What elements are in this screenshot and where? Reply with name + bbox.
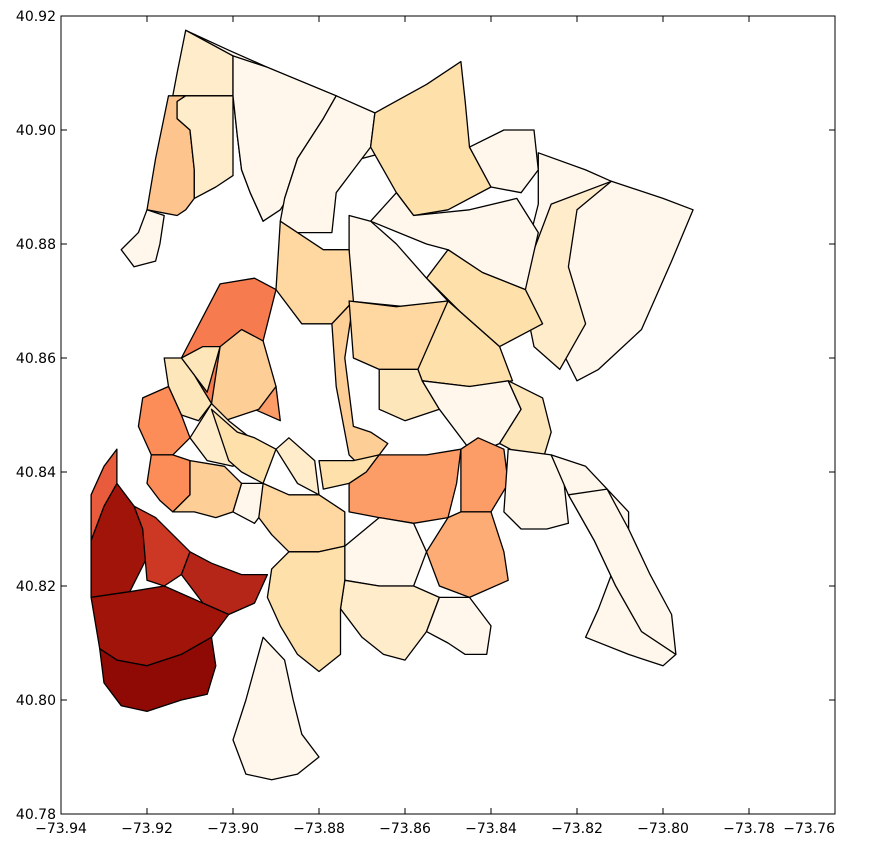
axes-frame [60,15,836,815]
x-tick-label: −73.88 [293,821,345,837]
y-tick-label: 40.80 [16,693,56,709]
map-region [567,488,677,656]
map-region [339,579,441,661]
axis-ticks: −73.94 −73.92 −73.90 −73.88 −73.86 −73.84 −73.… [16,9,836,837]
map-region [210,408,277,485]
map-region [425,596,492,656]
map-region [460,437,509,513]
map-region [275,437,320,496]
map-region [176,95,234,200]
map-region [369,192,539,291]
x-tick-label: −73.84 [465,821,517,837]
map-region [275,220,355,325]
map-region [232,636,320,781]
map-regions [90,29,694,781]
map-region [137,385,191,456]
map-region [344,516,428,587]
map-region [369,60,492,217]
map-region [258,482,346,553]
x-tick-label: −73.86 [379,821,431,837]
y-tick-label: 40.90 [16,123,56,139]
x-tick-label: −73.80 [637,821,689,837]
x-tick-label: −73.78 [723,821,775,837]
y-tick-label: 40.92 [16,9,56,25]
map-region [331,300,389,473]
map-region [425,511,509,599]
x-tick-label: −73.82 [551,821,603,837]
y-tick-label: 40.84 [16,465,56,481]
x-tick-label: −73.76 [783,821,835,837]
y-tick-label: 40.82 [16,579,56,595]
x-tick-label: −73.92 [121,821,173,837]
map-region [172,459,243,519]
map-region [172,29,234,97]
x-tick-label: −73.90 [207,821,259,837]
x-tick-label: −73.94 [35,821,87,837]
map-region [266,545,346,673]
y-tick-label: 40.86 [16,351,56,367]
map-region [90,448,118,542]
y-tick-label: 40.88 [16,237,56,253]
y-tick-label: 40.78 [16,807,56,823]
map-region [120,209,165,268]
map-region [180,551,269,616]
map-region [99,636,217,713]
